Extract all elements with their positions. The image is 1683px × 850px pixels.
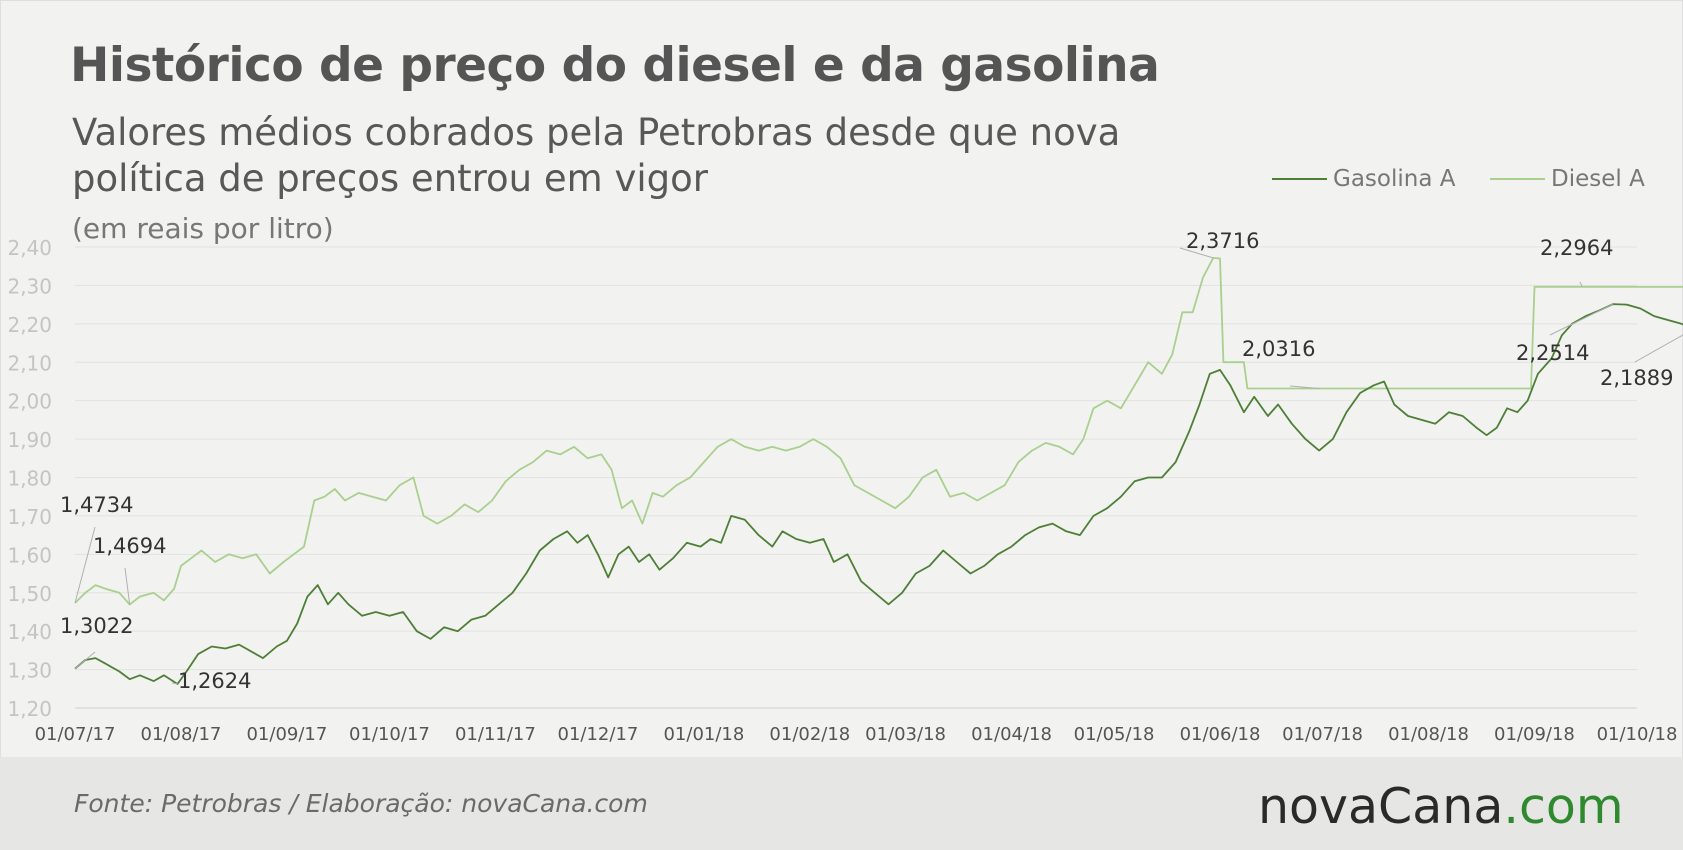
- x-tick-label: 01/08/17: [141, 724, 222, 745]
- annotation-label: 1,4734: [60, 493, 133, 517]
- annotation-leader: [1579, 281, 1583, 288]
- y-tick-label: 1,80: [7, 467, 52, 491]
- x-tick-label: 01/01/18: [663, 724, 744, 745]
- legend-label-gasolina: Gasolina A: [1333, 166, 1456, 192]
- logo-com: com: [1518, 778, 1624, 835]
- y-tick-label: 2,30: [7, 274, 52, 298]
- line-chart: 2,40 2,30 2,20 2,10 2,00 1,90 1,80 1,70 1,60 1,50…: [7, 229, 1683, 745]
- annotation-leader: [124, 567, 131, 605]
- novacana-logo: novaCana.com: [1258, 778, 1624, 835]
- x-tick-label: 01/11/17: [455, 724, 536, 745]
- annotation-leader: [1289, 385, 1320, 390]
- x-tick-label: 01/07/18: [1282, 724, 1363, 745]
- x-tick-label: 01/09/17: [246, 724, 327, 745]
- y-tick-label: 1,50: [7, 582, 52, 606]
- y-tick-label: 2,40: [7, 236, 52, 260]
- x-tick-label: 01/10/17: [349, 724, 430, 745]
- annotation-leader: [1549, 303, 1614, 336]
- y-tick-label: 1,20: [7, 697, 52, 721]
- chart-title: Histórico de preço do diesel e da gasoli…: [70, 38, 1160, 93]
- y-tick-label: 1,90: [7, 428, 52, 452]
- x-tick-label: 01/05/18: [1074, 724, 1155, 745]
- annotation-leader: [1179, 247, 1214, 259]
- legend-label-diesel: Diesel A: [1551, 166, 1645, 192]
- annotation-label: 1,2624: [178, 669, 251, 693]
- series-line-diesel-a: [74, 257, 1683, 606]
- y-tick-label: 2,10: [7, 351, 52, 375]
- x-tick-label: 01/04/18: [971, 724, 1052, 745]
- annotation-leader: [74, 526, 96, 604]
- x-tick-label: 01/10/18: [1597, 724, 1678, 745]
- annotation-leader: [74, 651, 96, 670]
- annotation-label: 1,3022: [60, 614, 133, 638]
- series-line-gasolina-a: [74, 303, 1683, 685]
- y-tick-label: 1,30: [7, 659, 52, 683]
- annotation-label: 2,0316: [1242, 337, 1315, 361]
- source-text: Fonte: Petrobras / Elaboração: novaCana.…: [74, 789, 648, 818]
- annotation-label: 2,2964: [1540, 236, 1613, 260]
- y-tick-label: 2,00: [7, 390, 52, 414]
- y-tick-label: 1,70: [7, 505, 52, 529]
- logo-dot: .: [1503, 778, 1519, 835]
- legend-swatch-gasolina: [1272, 178, 1327, 180]
- annotation-leader: [1634, 334, 1683, 363]
- x-tick-label: 01/03/18: [865, 724, 946, 745]
- x-tick-label: 01/08/18: [1388, 724, 1469, 745]
- chart-subtitle: Valores médios cobrados pela Petrobras d…: [72, 111, 1121, 200]
- y-tick-label: 2,20: [7, 313, 52, 337]
- y-tick-label: 1,60: [7, 543, 52, 567]
- legend-item-diesel: Diesel A: [1490, 166, 1645, 192]
- x-tick-label: 01/06/18: [1180, 724, 1261, 745]
- x-tick-label: 01/09/18: [1494, 724, 1575, 745]
- legend-swatch-diesel: [1490, 178, 1545, 180]
- footer-bar: [0, 757, 1683, 850]
- x-tick-label: 01/02/18: [769, 724, 850, 745]
- annotation-label: 2,1889: [1600, 366, 1673, 390]
- x-tick-label: 01/07/17: [35, 724, 116, 745]
- annotation-label: 1,4694: [93, 534, 166, 558]
- annotation-label: 2,3716: [1186, 229, 1259, 253]
- y-tick-label: 1,40: [7, 620, 52, 644]
- x-tick-label: 01/12/17: [558, 724, 639, 745]
- legend-item-gasolina: Gasolina A: [1272, 166, 1455, 192]
- logo-main: novaCana: [1258, 778, 1504, 835]
- units-label: (em reais por litro): [72, 212, 334, 245]
- annotation-label: 2,2514: [1516, 341, 1589, 365]
- annotation-leader: [171, 682, 178, 685]
